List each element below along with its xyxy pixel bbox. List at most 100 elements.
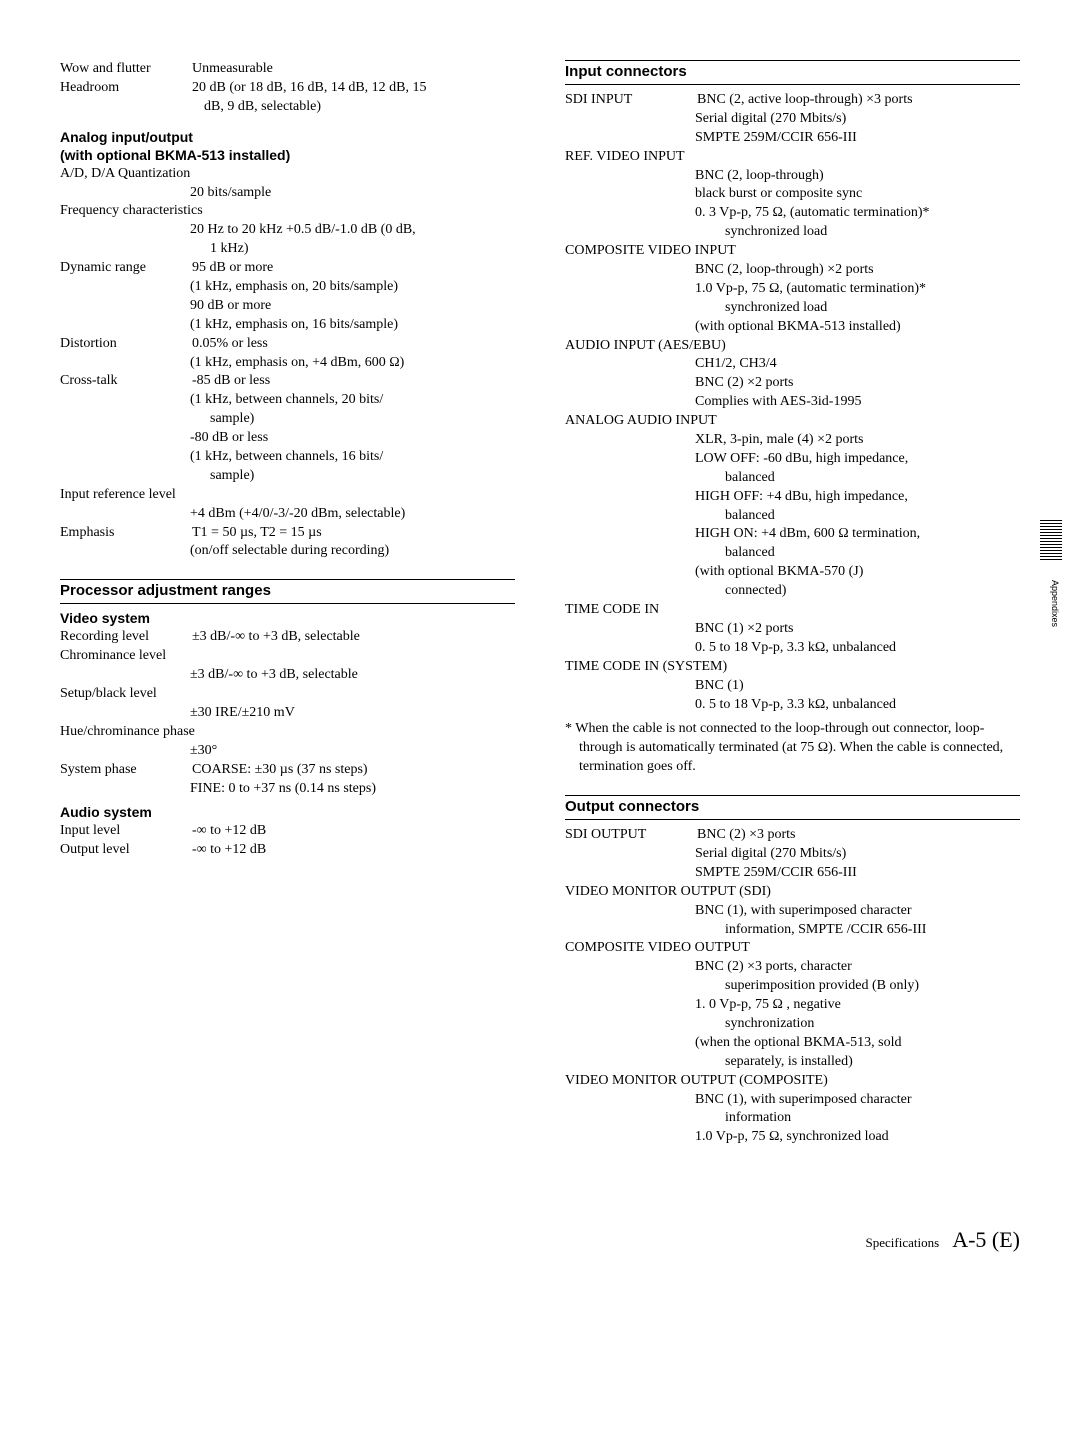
page-columns: Wow and flutter Unmeasurable Headroom 20…: [60, 60, 1020, 1147]
spec-sdi-out: SDI OUTPUT BNC (2) ×3 ports: [565, 826, 1020, 845]
value-vmo-sdi2: information, SMPTE /CCIR 656-III: [565, 921, 1020, 940]
value-sdi-out2: Serial digital (270 Mbits/s): [565, 845, 1020, 864]
label-dyn: Dynamic range: [60, 259, 190, 278]
value-ad: 20 bits/sample: [60, 184, 515, 203]
value-sdi-out1: BNC (2) ×3 ports: [695, 826, 1020, 845]
value-out-level: -∞ to +12 dB: [190, 841, 515, 860]
label-freq: Frequency characteristics: [60, 202, 515, 221]
value-sdi-out3: SMPTE 259M/CCIR 656-III: [565, 864, 1020, 883]
footer-page: A-5 (E): [952, 1227, 1020, 1252]
spec-dyn: Dynamic range 95 dB or more: [60, 259, 515, 278]
value-sdi-in2: Serial digital (270 Mbits/s): [565, 110, 1020, 129]
value-dist2: (1 kHz, emphasis on, +4 dBm, 600 Ω): [60, 354, 515, 373]
value-analog1: XLR, 3-pin, male (4) ×2 ports: [565, 431, 1020, 450]
label-cross: Cross-talk: [60, 372, 190, 391]
value-dist1: 0.05% or less: [190, 335, 515, 354]
label-emph: Emphasis: [60, 524, 190, 543]
value-sys1: COARSE: ±30 µs (37 ns steps): [190, 761, 515, 780]
value-inref: +4 dBm (+4/0/-3/-20 dBm, selectable): [60, 505, 515, 524]
page-edge-marks: [1040, 520, 1062, 570]
label-sys: System phase: [60, 761, 190, 780]
label-wow: Wow and flutter: [60, 60, 190, 79]
label-comp-out: COMPOSITE VIDEO OUTPUT: [565, 939, 1020, 958]
value-comp-in1: BNC (2, loop-through) ×2 ports: [565, 261, 1020, 280]
value-analog7: balanced: [565, 544, 1020, 563]
value-comp-in3: synchronized load: [565, 299, 1020, 318]
value-wow: Unmeasurable: [190, 60, 515, 79]
value-comp-in4: (with optional BKMA-513 installed): [565, 318, 1020, 337]
label-inref: Input reference level: [60, 486, 515, 505]
heading-analog-io-sub: (with optional BKMA-513 installed): [60, 147, 515, 163]
value-setup: ±30 IRE/±210 mV: [60, 704, 515, 723]
heading-proc: Processor adjustment ranges: [60, 579, 515, 604]
spec-sdi-in: SDI INPUT BNC (2, active loop-through) ×…: [565, 91, 1020, 110]
right-column: Input connectors SDI INPUT BNC (2, activ…: [565, 60, 1020, 1147]
heading-output: Output connectors: [565, 795, 1020, 820]
value-vmo-sdi1: BNC (1), with superimposed character: [565, 902, 1020, 921]
label-headroom: Headroom: [60, 79, 190, 98]
value-in-level: -∞ to +12 dB: [190, 822, 515, 841]
spec-out-level: Output level -∞ to +12 dB: [60, 841, 515, 860]
label-tcs: TIME CODE IN (SYSTEM): [565, 658, 1020, 677]
label-out-level: Output level: [60, 841, 190, 860]
value-ref4: synchronized load: [565, 223, 1020, 242]
left-column: Wow and flutter Unmeasurable Headroom 20…: [60, 60, 515, 1147]
value-dyn4: (1 kHz, emphasis on, 16 bits/sample): [60, 316, 515, 335]
value-comp-out1: BNC (2) ×3 ports, character: [565, 958, 1020, 977]
label-sdi-in: SDI INPUT: [565, 91, 695, 110]
sidebar-label: Appendixes: [1050, 580, 1060, 627]
label-setup: Setup/black level: [60, 685, 515, 704]
label-tc: TIME CODE IN: [565, 601, 1020, 620]
value-cross3: sample): [60, 410, 515, 429]
value-tcs1: BNC (1): [565, 677, 1020, 696]
value-dyn3: 90 dB or more: [60, 297, 515, 316]
value-freq2: 1 kHz): [60, 240, 515, 259]
value-analog9: connected): [565, 582, 1020, 601]
spec-in-level: Input level -∞ to +12 dB: [60, 822, 515, 841]
value-dyn1: 95 dB or more: [190, 259, 515, 278]
label-analog-in: ANALOG AUDIO INPUT: [565, 412, 1020, 431]
label-vmo-comp: VIDEO MONITOR OUTPUT (COMPOSITE): [565, 1072, 1020, 1091]
value-ref1: BNC (2, loop-through): [565, 167, 1020, 186]
value-cross2: (1 kHz, between channels, 20 bits/: [60, 391, 515, 410]
value-ref2: black burst or composite sync: [565, 185, 1020, 204]
label-sdi-out: SDI OUTPUT: [565, 826, 695, 845]
value-aes1: CH1/2, CH3/4: [565, 355, 1020, 374]
value-cross6: sample): [60, 467, 515, 486]
footer-label: Specifications: [866, 1235, 940, 1250]
value-tcs2: 0. 5 to 18 Vp-p, 3.3 kΩ, unbalanced: [565, 696, 1020, 715]
value-comp-out3: 1. 0 Vp-p, 75 Ω , negative: [565, 996, 1020, 1015]
heading-input: Input connectors: [565, 60, 1020, 85]
label-vmo-sdi: VIDEO MONITOR OUTPUT (SDI): [565, 883, 1020, 902]
value-headroom: 20 dB (or 18 dB, 16 dB, 14 dB, 12 dB, 15…: [190, 79, 515, 117]
value-cross4: -80 dB or less: [60, 429, 515, 448]
value-sdi-in3: SMPTE 259M/CCIR 656-III: [565, 129, 1020, 148]
value-sdi-in1: BNC (2, active loop-through) ×3 ports: [695, 91, 1020, 110]
value-analog8: (with optional BKMA-570 (J): [565, 563, 1020, 582]
label-aes: AUDIO INPUT (AES/EBU): [565, 337, 1020, 356]
value-ref3: 0. 3 Vp-p, 75 Ω, (automatic termination)…: [565, 204, 1020, 223]
label-ad: A/D, D/A Quantization: [60, 165, 515, 184]
label-dist: Distortion: [60, 335, 190, 354]
label-ref: REF. VIDEO INPUT: [565, 148, 1020, 167]
value-aes3: Complies with AES-3id-1995: [565, 393, 1020, 412]
value-sys2: FINE: 0 to +37 ns (0.14 ns steps): [60, 780, 515, 799]
value-tc1: BNC (1) ×2 ports: [565, 620, 1020, 639]
value-aes2: BNC (2) ×2 ports: [565, 374, 1020, 393]
value-analog5: balanced: [565, 507, 1020, 526]
value-vmo-comp3: 1.0 Vp-p, 75 Ω, synchronized load: [565, 1128, 1020, 1147]
value-cross1: -85 dB or less: [190, 372, 515, 391]
spec-dist: Distortion 0.05% or less: [60, 335, 515, 354]
value-analog2: LOW OFF: -60 dBu, high impedance,: [565, 450, 1020, 469]
label-comp-in: COMPOSITE VIDEO INPUT: [565, 242, 1020, 261]
value-tc2: 0. 5 to 18 Vp-p, 3.3 kΩ, unbalanced: [565, 639, 1020, 658]
value-comp-out2: superimposition provided (B only): [565, 977, 1020, 996]
value-analog4: HIGH OFF: +4 dBu, high impedance,: [565, 488, 1020, 507]
value-analog3: balanced: [565, 469, 1020, 488]
value-comp-in2: 1.0 Vp-p, 75 Ω, (automatic termination)*: [565, 280, 1020, 299]
headroom-line2: dB, 9 dB, selectable): [192, 98, 515, 117]
spec-sys: System phase COARSE: ±30 µs (37 ns steps…: [60, 761, 515, 780]
value-dyn2: (1 kHz, emphasis on, 20 bits/sample): [60, 278, 515, 297]
spec-headroom: Headroom 20 dB (or 18 dB, 16 dB, 14 dB, …: [60, 79, 515, 117]
spec-emph: Emphasis T1 = 50 µs, T2 = 15 µs: [60, 524, 515, 543]
